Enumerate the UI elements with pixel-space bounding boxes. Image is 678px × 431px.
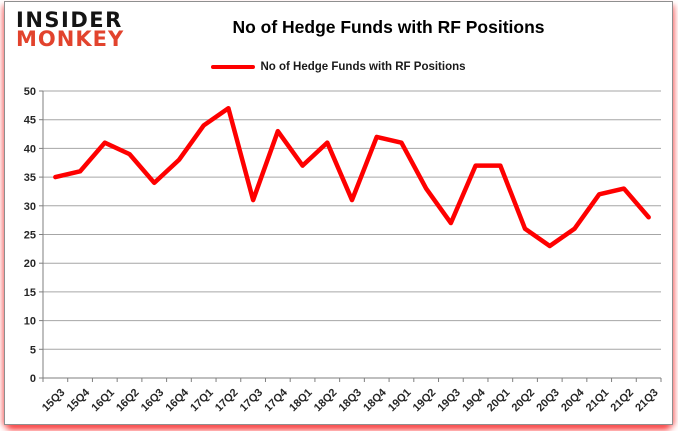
y-axis-tick-label: 20 — [24, 258, 36, 270]
x-axis-tick-label: 18Q4 — [361, 386, 389, 414]
chart-card: INSIDER MONKEY No of Hedge Funds with RF… — [4, 1, 673, 425]
x-axis-tick-label: 18Q1 — [287, 387, 315, 415]
y-axis-tick-label: 40 — [24, 143, 36, 155]
chart-title: No of Hedge Funds with RF Positions — [232, 17, 545, 37]
insider-monkey-logo: INSIDER MONKEY — [16, 8, 125, 52]
x-axis-tick-label: 17Q3 — [238, 387, 266, 415]
y-axis-tick-label: 35 — [24, 172, 36, 184]
y-axis-tick-label: 5 — [30, 344, 36, 356]
x-axis-tick-label: 17Q2 — [213, 387, 241, 415]
y-axis-tick-label: 50 — [24, 86, 36, 98]
chart-legend: No of Hedge Funds with RF Positions — [5, 61, 672, 73]
x-axis-tick-label: 15Q3 — [40, 387, 68, 415]
legend-line-swatch-icon — [211, 65, 256, 69]
x-axis-tick-label: 16Q2 — [114, 387, 142, 415]
x-axis-tick-label: 19Q2 — [411, 387, 439, 415]
x-axis-tick-label: 21Q2 — [609, 387, 637, 415]
x-axis-tick-label: 20Q4 — [559, 386, 587, 414]
x-axis-tick-label: 18Q3 — [337, 387, 365, 415]
x-axis-tick-label: 20Q1 — [485, 387, 513, 415]
x-axis-tick-label: 16Q3 — [139, 387, 167, 415]
logo-line-insider: INSIDER — [16, 8, 123, 32]
x-axis-tick-label: 19Q4 — [460, 386, 488, 414]
legend-label: No of Hedge Funds with RF Positions — [260, 61, 466, 73]
x-axis-tick-label: 21Q3 — [633, 387, 661, 415]
x-axis-tick-label: 16Q4 — [164, 386, 192, 414]
x-axis-tick-label: 20Q3 — [534, 387, 562, 415]
logo-line-monkey: MONKEY — [16, 27, 125, 52]
y-axis-tick-label: 0 — [30, 373, 36, 385]
x-axis-tick-label: 21Q1 — [584, 387, 612, 415]
y-axis-tick-label: 45 — [24, 115, 36, 127]
x-axis-tick-label: 17Q1 — [188, 387, 216, 415]
x-axis-tick-label: 19Q3 — [435, 387, 463, 415]
x-axis-tick-label: 20Q2 — [510, 387, 538, 415]
y-axis-tick-label: 15 — [24, 287, 36, 299]
x-axis-tick-label: 17Q4 — [262, 386, 290, 414]
x-axis-tick-label: 16Q1 — [89, 387, 117, 415]
y-axis-tick-label: 30 — [24, 201, 36, 213]
y-axis-tick-label: 25 — [24, 230, 36, 242]
series-line — [53, 105, 651, 249]
x-axis-tick-label: 18Q2 — [312, 387, 340, 415]
y-axis-tick-label: 10 — [24, 316, 36, 328]
x-axis-tick-label: 15Q4 — [65, 386, 93, 414]
line-chart-plot: 0 5 10 15 20 25 30 35 40 45 50 15Q315Q416Q116Q216Q3… — [24, 86, 662, 415]
x-axis-tick-label: 19Q1 — [386, 387, 414, 415]
